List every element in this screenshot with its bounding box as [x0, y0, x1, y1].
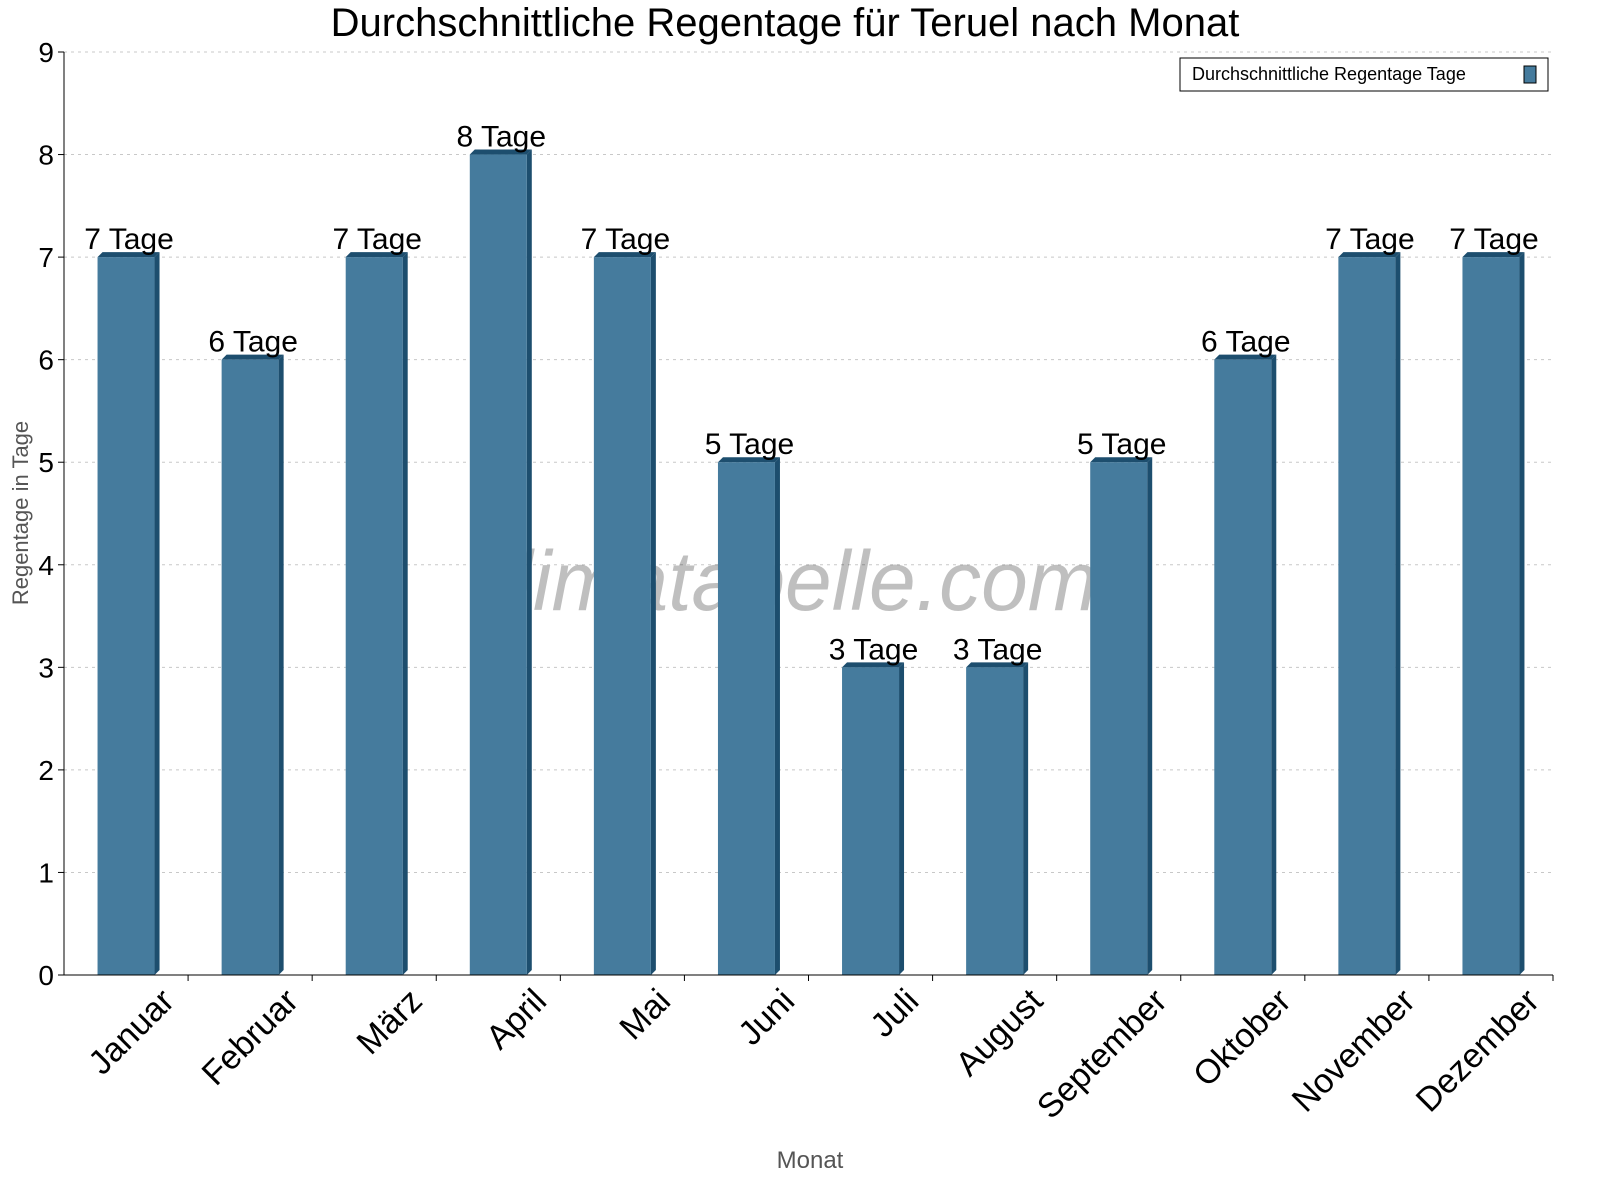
chart-title: Durchschnittliche Regentage für Teruel n… — [331, 1, 1240, 45]
data-label: 7 Tage — [1449, 223, 1539, 256]
data-label: 7 Tage — [581, 223, 671, 256]
legend-box — [1179, 57, 1549, 92]
legend-label: Durchschnittliche Regentage Tage — [1192, 64, 1466, 84]
bar — [1090, 462, 1148, 975]
bar — [97, 257, 155, 976]
bar — [469, 154, 527, 976]
data-label: 7 Tage — [84, 223, 174, 256]
x-tick-label: März — [350, 982, 430, 1062]
x-tick-label: Januar — [81, 982, 181, 1082]
data-label: 5 Tage — [1077, 428, 1167, 461]
bar-side — [899, 662, 905, 975]
bar — [1214, 359, 1272, 976]
bar — [593, 257, 651, 976]
x-tick-label: November — [1285, 982, 1423, 1120]
bar-top — [1462, 252, 1525, 258]
bar-side — [1271, 354, 1277, 976]
bar-side — [1147, 457, 1153, 975]
data-label: 6 Tage — [1201, 326, 1291, 359]
bar-top — [842, 662, 905, 668]
x-axis-label: Monat — [777, 1147, 844, 1174]
y-tick-label: 8 — [38, 140, 54, 171]
x-tick-label: September — [1030, 982, 1174, 1126]
y-tick-label: 7 — [38, 242, 54, 273]
bar — [221, 359, 279, 976]
bar-side — [154, 252, 160, 976]
x-tick-label: Dezember — [1409, 982, 1547, 1120]
bar-side — [526, 149, 532, 976]
legend: Durchschnittliche Regentage Tage — [1179, 57, 1549, 92]
data-label: 3 Tage — [829, 633, 919, 666]
bar-side — [1395, 252, 1401, 976]
bar-top — [221, 354, 284, 360]
bar — [1462, 257, 1520, 976]
data-label: 6 Tage — [208, 326, 298, 359]
bars: 7 Tage 6 Tage 7 Tage 8 Tage 7 Tage 5 Tage 3 Ta… — [84, 121, 1539, 976]
data-label: 8 Tage — [457, 121, 547, 154]
y-tick-label: 1 — [38, 857, 54, 888]
bar-top — [593, 252, 656, 258]
bar-side — [402, 252, 408, 976]
bar-top — [1338, 252, 1401, 258]
bar-side — [1023, 662, 1029, 975]
x-tick-label: Oktober — [1186, 982, 1298, 1094]
y-tick-label: 2 — [38, 755, 54, 786]
y-tick-label: 3 — [38, 652, 54, 683]
x-tick-label: Juni — [731, 982, 802, 1053]
watermark: klimatabelle.com — [472, 534, 1098, 628]
legend-swatch — [1523, 65, 1537, 84]
bar — [345, 257, 403, 976]
bar-side — [774, 457, 780, 975]
gridlines — [64, 51, 1553, 873]
bar — [966, 667, 1024, 975]
x-tick-label: August — [949, 981, 1051, 1083]
data-label: 3 Tage — [953, 633, 1043, 666]
bar-top — [97, 252, 160, 258]
x-tick-label: Juli — [863, 982, 926, 1045]
y-tick-label: 9 — [38, 37, 54, 68]
bar-top — [1090, 457, 1153, 463]
data-label: 7 Tage — [1325, 223, 1415, 256]
bar — [842, 667, 900, 975]
bar-side — [278, 354, 284, 976]
bar-side — [1519, 252, 1525, 976]
bar-side — [650, 252, 656, 976]
x-tick-label: Februar — [195, 982, 306, 1093]
bar-top — [1214, 354, 1277, 360]
y-tick-label: 6 — [38, 345, 54, 376]
bar — [1338, 257, 1396, 976]
bar-top — [717, 457, 780, 463]
bar-top — [966, 662, 1029, 668]
y-tick-label: 0 — [38, 960, 54, 991]
y-tick-label: 5 — [38, 447, 54, 478]
bar — [717, 462, 775, 975]
bar-top — [469, 149, 532, 155]
data-label: 5 Tage — [705, 428, 795, 461]
x-tick-label: Mai — [612, 982, 678, 1048]
x-tick-label: April — [479, 982, 554, 1057]
bar-top — [345, 252, 408, 258]
data-label: 7 Tage — [332, 223, 422, 256]
y-axis-label: Regentage in Tage — [8, 421, 33, 605]
y-tick-label: 4 — [38, 550, 54, 581]
